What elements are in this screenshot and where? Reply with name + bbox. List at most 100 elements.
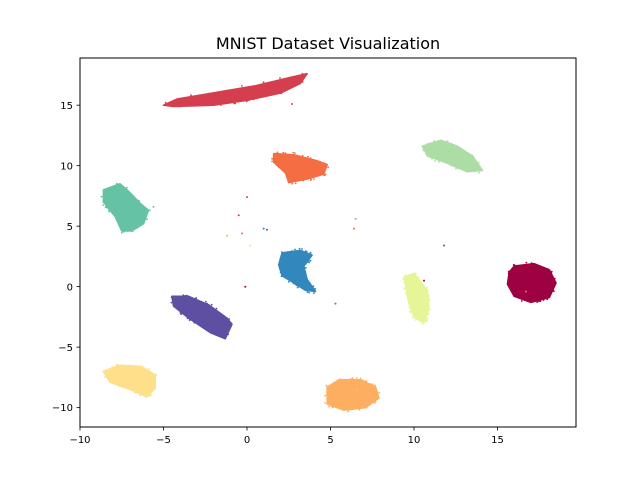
data-point — [291, 182, 294, 185]
outlier-points — [152, 103, 527, 391]
data-point — [284, 152, 287, 155]
data-point — [119, 385, 121, 388]
y-tick-label: 5 — [67, 222, 73, 233]
data-point — [421, 323, 424, 325]
data-point — [429, 308, 432, 311]
data-point — [279, 77, 281, 79]
y-tick-label: −10 — [52, 403, 73, 414]
data-point — [538, 300, 540, 302]
data-point — [210, 303, 213, 306]
data-point — [546, 298, 549, 301]
data-point — [347, 410, 349, 413]
x-axis: −10 −5 0 5 10 15 — [69, 427, 504, 446]
data-point — [327, 166, 330, 169]
data-point — [415, 272, 417, 275]
data-point — [403, 281, 406, 284]
outlier-point — [226, 234, 228, 237]
plot-frame — [79, 57, 577, 428]
data-point — [150, 394, 153, 396]
y-tick-label: −5 — [58, 343, 73, 354]
data-point — [378, 391, 381, 394]
data-point — [478, 171, 480, 174]
data-point — [233, 102, 236, 105]
data-point — [536, 301, 539, 303]
data-point — [278, 166, 280, 169]
data-point — [301, 154, 304, 157]
data-point — [116, 363, 119, 366]
data-point — [513, 264, 516, 266]
data-point — [294, 152, 296, 155]
data-point — [309, 177, 312, 180]
data-point — [539, 300, 542, 303]
data-point — [281, 251, 283, 254]
data-point — [454, 165, 457, 168]
data-point — [424, 319, 427, 321]
x-tick-label: −10 — [69, 435, 90, 446]
cluster-body-9 — [171, 295, 233, 340]
data-point — [349, 378, 352, 380]
data-point — [296, 286, 299, 289]
data-point — [324, 173, 327, 176]
data-point — [154, 373, 157, 376]
data-point — [427, 313, 430, 315]
data-point — [326, 391, 328, 394]
data-point — [553, 277, 556, 280]
data-point — [324, 394, 327, 397]
data-point — [164, 101, 167, 104]
data-point — [193, 321, 196, 324]
data-point — [429, 142, 432, 144]
data-point — [292, 282, 295, 285]
data-point — [313, 178, 315, 180]
data-point — [182, 294, 185, 297]
data-point — [427, 291, 429, 294]
data-point — [373, 401, 376, 404]
outlier-point — [262, 227, 265, 230]
data-point — [339, 378, 342, 381]
data-point — [422, 149, 425, 152]
data-point — [368, 404, 371, 406]
cluster-7 — [100, 182, 151, 234]
data-point — [471, 154, 473, 157]
cluster-8 — [277, 247, 317, 294]
data-point — [190, 94, 192, 97]
data-point — [369, 383, 372, 385]
data-point — [426, 288, 428, 291]
data-point — [131, 230, 134, 233]
data-point — [542, 298, 545, 301]
data-point — [291, 250, 293, 252]
data-point — [347, 409, 349, 411]
data-point — [294, 248, 296, 251]
data-point — [507, 272, 510, 275]
data-point — [102, 204, 104, 206]
y-tick-label: 15 — [60, 101, 73, 112]
data-point — [365, 380, 368, 383]
data-point — [314, 287, 316, 290]
data-point — [206, 302, 209, 305]
data-point — [434, 160, 436, 162]
outlier-point — [423, 279, 425, 282]
data-point — [180, 313, 183, 316]
data-point — [550, 272, 553, 275]
data-point — [312, 292, 315, 294]
data-point — [195, 298, 198, 301]
data-point — [450, 164, 453, 167]
y-tick-label: 10 — [60, 161, 73, 172]
data-point — [426, 286, 428, 289]
data-point — [139, 394, 141, 397]
data-point — [304, 263, 307, 266]
data-point — [148, 367, 150, 370]
data-point — [282, 151, 285, 154]
data-point — [525, 261, 528, 264]
data-point — [294, 182, 297, 185]
data-point — [179, 105, 181, 108]
data-point — [220, 104, 222, 106]
data-point — [412, 317, 414, 319]
data-point — [309, 259, 312, 262]
data-point — [102, 195, 105, 198]
data-point — [104, 376, 106, 378]
data-point — [351, 408, 354, 411]
outlier-point — [152, 205, 155, 208]
data-point — [195, 297, 198, 299]
data-point — [128, 364, 130, 367]
outlier-point — [291, 103, 294, 105]
